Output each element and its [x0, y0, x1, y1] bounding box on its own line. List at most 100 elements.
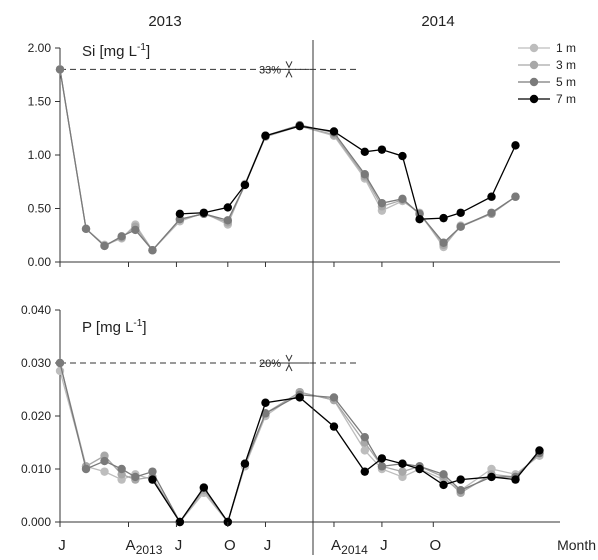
- si-data-point: [456, 222, 465, 231]
- si-data-point: [295, 121, 304, 131]
- si-data-point: [377, 198, 387, 208]
- p-data-point: [398, 467, 407, 476]
- legend-marker: [529, 60, 539, 70]
- si-data-point: [360, 147, 369, 156]
- si-data-point: [439, 238, 448, 247]
- p-data-point: [360, 433, 369, 442]
- si-data-point: [175, 209, 185, 219]
- si-data-point: [100, 241, 109, 251]
- si-y-tick-label: 0.00: [28, 255, 52, 269]
- si-arrow-head-down: [285, 61, 293, 69]
- si-data-point: [487, 208, 496, 217]
- si-data-point: [199, 208, 209, 217]
- x-tick-label: J: [380, 537, 388, 554]
- p-data-point: [329, 422, 339, 431]
- si-data-point: [377, 145, 387, 154]
- x-tick-label: O: [224, 537, 236, 554]
- x-year-sublabel: 2014: [341, 543, 368, 555]
- si-y-tick-label: 1.00: [28, 148, 52, 162]
- p-series-line-1: [59, 362, 540, 524]
- si-series-line-1: [59, 69, 516, 252]
- p-panel: 0.000 0.010 0.020 0.030 0.040 P [mg L-1] 20%: [21, 303, 560, 529]
- p-data-point: [199, 483, 209, 492]
- p-data-point: [261, 409, 270, 418]
- p-data-point: [261, 398, 270, 407]
- p-data-point: [360, 446, 369, 455]
- p-panel-label: P [mg L-1]: [82, 318, 147, 336]
- p-data-point: [439, 470, 448, 479]
- x-axis-title: Month: [557, 537, 596, 553]
- si-data-point: [148, 246, 157, 255]
- si-data-point: [360, 170, 369, 179]
- si-data-point: [223, 203, 233, 212]
- p-y-tick-label: 0.020: [21, 409, 51, 423]
- p-data-point: [148, 475, 157, 484]
- p-data-point: [511, 475, 520, 484]
- si-y-tick-label: 1.50: [28, 95, 52, 109]
- p-data-point: [487, 472, 496, 482]
- p-series-line-2: [59, 362, 540, 524]
- si-data-point: [415, 215, 424, 224]
- p-data-point: [360, 467, 369, 476]
- year-2013-title: 2013: [148, 13, 181, 30]
- p-data-point: [295, 393, 304, 402]
- x-tick-label: A: [125, 537, 135, 554]
- p-y-tick-label: 0.000: [21, 515, 51, 529]
- si-data-point: [487, 192, 496, 201]
- x-tick-label: O: [429, 537, 441, 554]
- p-data-point: [329, 393, 339, 402]
- si-arrow-head-up: [285, 70, 293, 78]
- si-series-line-2: [59, 69, 516, 252]
- legend-label: 5 m: [556, 75, 576, 89]
- si-data-point: [240, 180, 250, 190]
- p-change-annotation: 20%: [259, 358, 281, 370]
- si-data-point: [261, 131, 270, 140]
- legend-label: 1 m: [556, 41, 576, 55]
- si-change-annotation: 33%: [259, 64, 281, 76]
- p-data-point: [415, 464, 424, 474]
- legend-label: 7 m: [556, 92, 576, 106]
- p-arrow-head-down: [285, 354, 293, 363]
- si-panel-label: Si [mg L-1]: [82, 42, 150, 60]
- x-tick-label: J: [58, 537, 66, 554]
- si-data-point: [456, 208, 465, 217]
- si-data-point: [398, 151, 407, 161]
- p-data-point: [55, 358, 65, 368]
- p-data-point: [148, 467, 157, 476]
- p-arrow-head-up: [285, 363, 293, 372]
- legend-label: 3 m: [556, 58, 576, 72]
- p-data-point: [456, 486, 465, 495]
- si-data-point: [398, 194, 407, 204]
- x-year-sublabel: 2013: [136, 543, 163, 555]
- si-data-point: [81, 224, 91, 234]
- si-data-point: [511, 141, 520, 150]
- p-data-point: [377, 454, 387, 463]
- x-axis: J A J O J A J O 2013 2014 Month: [58, 262, 596, 557]
- p-data-point: [377, 462, 387, 471]
- legend: 1 m 3 m 5 m 7 m: [518, 41, 576, 106]
- p-data-point: [456, 475, 465, 484]
- p-y-tick-label: 0.040: [21, 303, 51, 317]
- x-tick-label: J: [264, 537, 272, 554]
- si-data-point: [131, 225, 140, 235]
- si-data-point: [117, 232, 126, 241]
- p-data-point: [100, 467, 109, 476]
- si-series-line-0: [59, 69, 516, 252]
- year-2014-title: 2014: [421, 13, 454, 30]
- legend-marker: [529, 77, 539, 87]
- si-data-point: [329, 127, 339, 136]
- p-data-point: [535, 446, 544, 455]
- p-data-point: [439, 480, 448, 490]
- p-data-point: [398, 459, 407, 468]
- si-data-point: [223, 216, 233, 225]
- si-data-point: [439, 213, 448, 223]
- si-data-point: [55, 65, 65, 74]
- p-data-point: [175, 517, 185, 527]
- p-data-point: [81, 464, 91, 474]
- p-y-tick-label: 0.030: [21, 356, 51, 370]
- p-data-point: [240, 459, 250, 468]
- si-panel: 0.00 0.50 1.00 1.50 2.00 Si [mg L-1] 33%: [28, 41, 560, 269]
- p-data-point: [100, 456, 109, 466]
- p-data-point: [131, 472, 140, 482]
- x-tick-label: J: [175, 537, 183, 554]
